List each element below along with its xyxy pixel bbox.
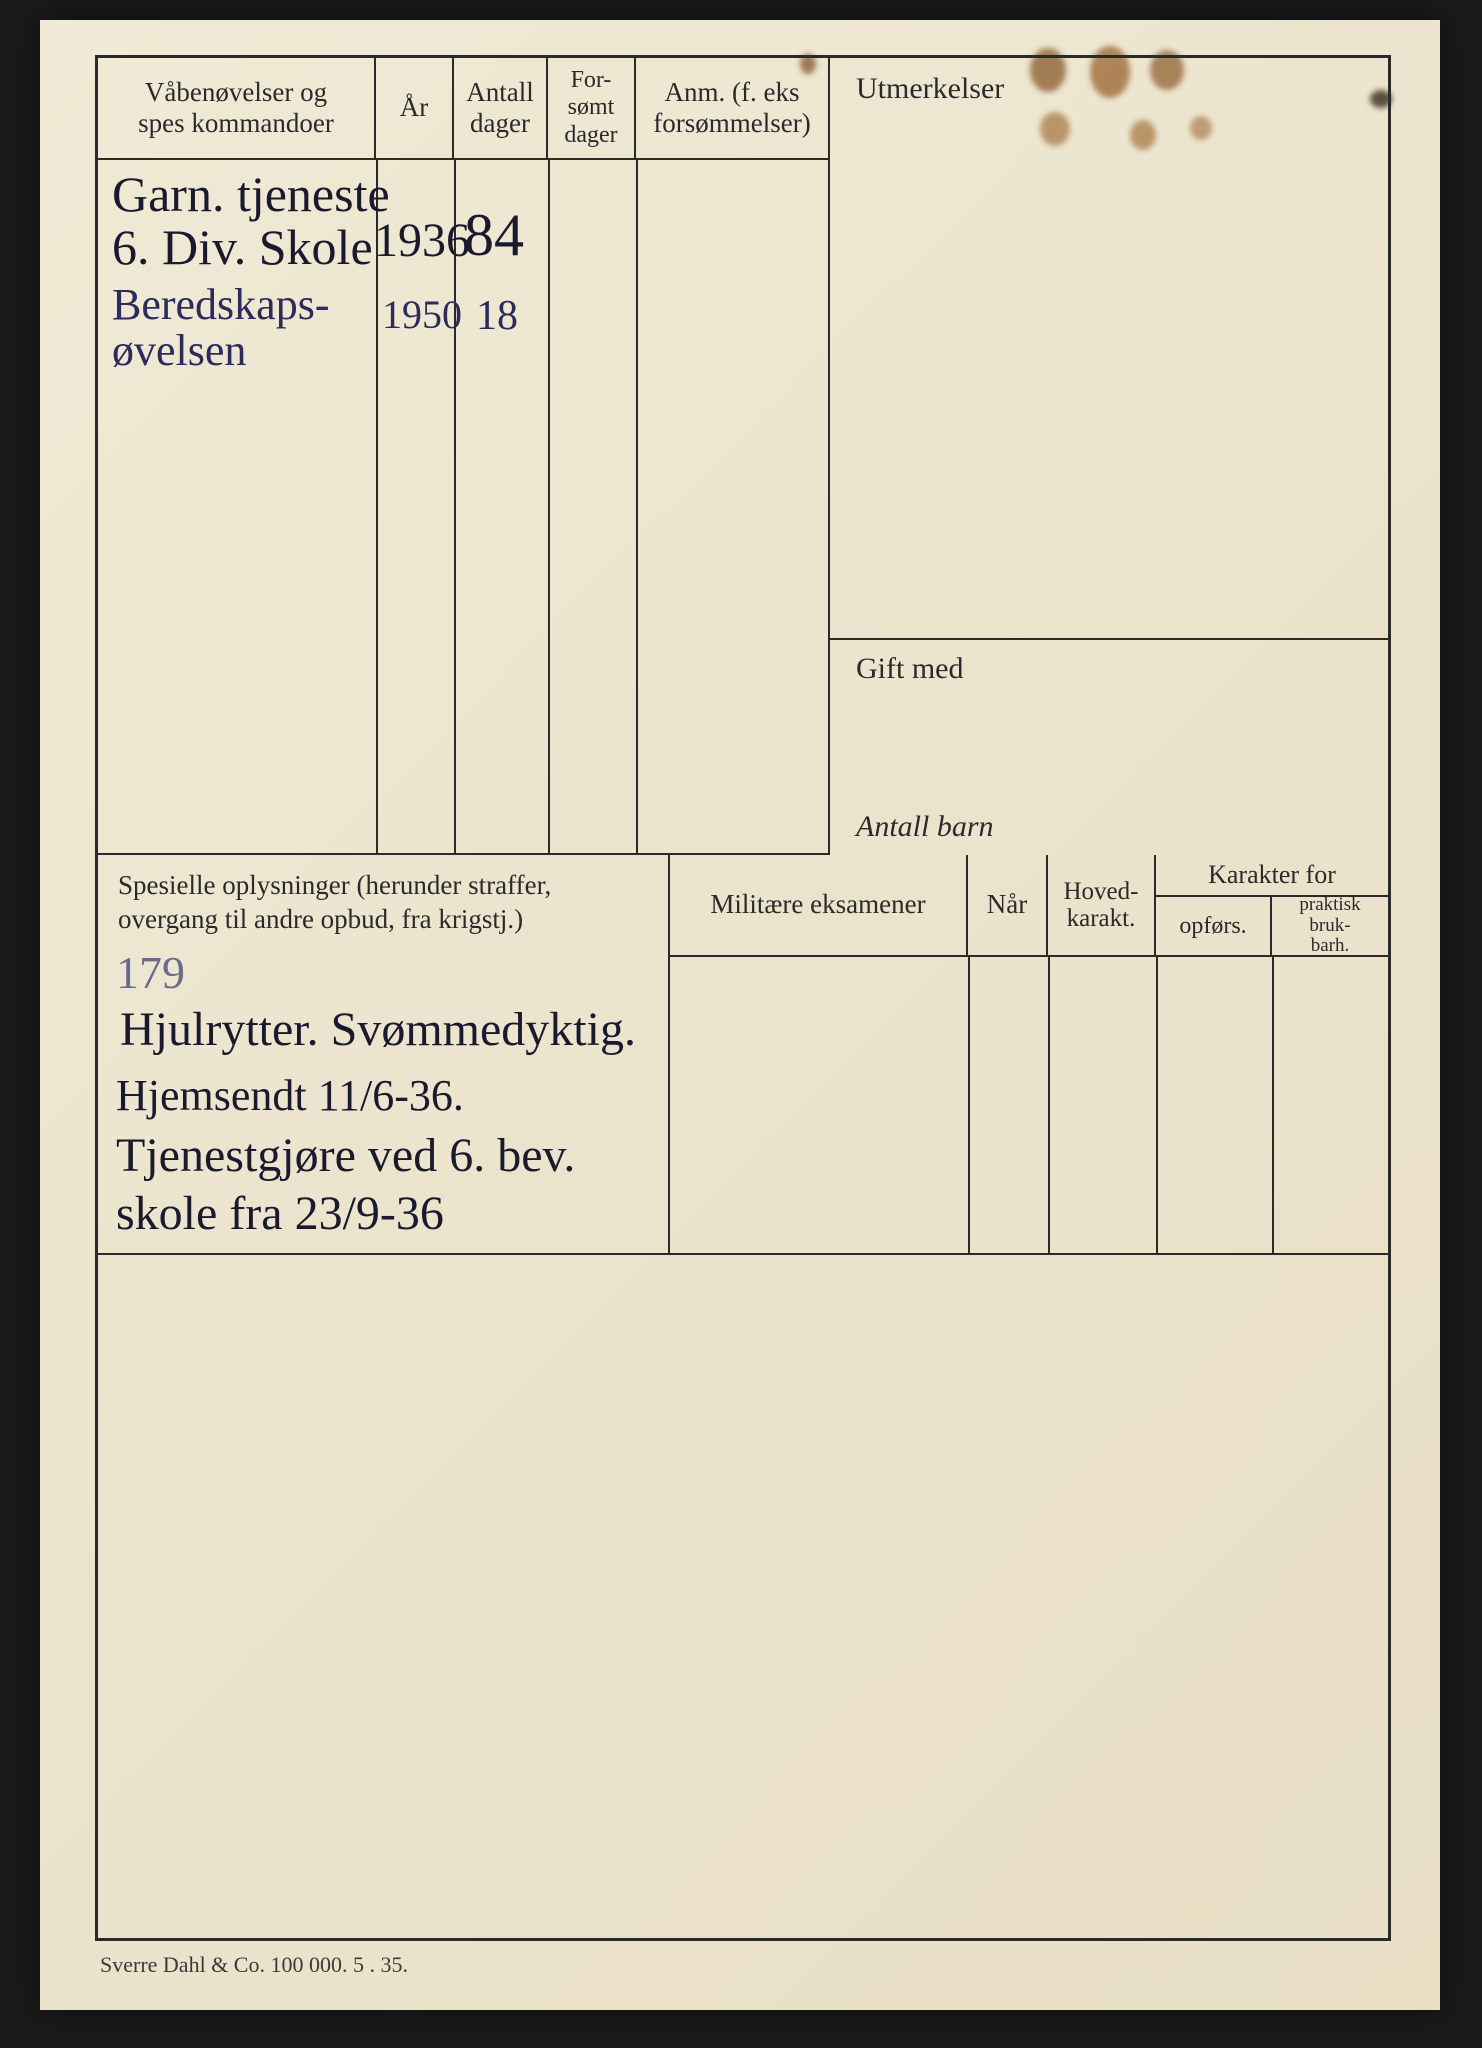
hand-line-3: Tjenestgjøre ved 6. bev.: [116, 1131, 575, 1181]
distinctions-box: Utmerkelser: [830, 58, 1388, 640]
hand-row1-year: 1936: [374, 216, 470, 266]
hand-row1-text: Garn. tjeneste 6. Div. Skole: [112, 168, 390, 273]
th-exercises: Våbenøvelser og spes kommandoer: [98, 58, 376, 158]
hand-row1-days: 84: [464, 204, 524, 267]
mth-group: Karakter for: [1156, 855, 1388, 897]
hand-row2-days: 18: [476, 294, 518, 338]
military-exams-table: Militære eksamener Når Hoved- karakt. Ka…: [670, 855, 1388, 1253]
th-missed: For- sømt dager: [548, 58, 636, 158]
mth-exams: Militære eksamener: [670, 855, 968, 955]
th-remarks: Anm. (f. eks forsømmelser): [636, 58, 828, 158]
hand-line-1: Hjulrytter. Svømmedyktig.: [120, 1005, 636, 1055]
top-section: Våbenøvelser og spes kommandoer År Antal…: [98, 58, 1388, 853]
exercises-table: Våbenøvelser og spes kommandoer År Antal…: [98, 58, 830, 855]
form-frame: Våbenøvelser og spes kommandoer År Antal…: [95, 55, 1391, 1941]
mth-opfors: opførs.: [1156, 897, 1272, 955]
mil-body: [670, 955, 1388, 1253]
right-column: Utmerkelser Gift med Antall barn: [830, 58, 1388, 853]
printer-footer: Sverre Dahl & Co. 100 000. 5 . 35.: [100, 1952, 408, 1978]
middle-section: Spesielle oplysninger (herunder straffer…: [98, 855, 1388, 1255]
mth-praktisk: praktisk bruk- barh.: [1272, 897, 1388, 955]
mth-when: Når: [968, 855, 1048, 955]
hand-row2-text: Beredskaps- øvelsen: [112, 282, 330, 374]
hand-line-2: Hjemsendt 11/6-36.: [116, 1073, 464, 1119]
marriage-label: Gift med: [856, 652, 963, 686]
special-info-header: Spesielle oplysninger (herunder straffer…: [118, 869, 648, 937]
th-days: Antall dager: [454, 58, 548, 158]
children-label: Antall barn: [856, 810, 994, 844]
marriage-box: Gift med Antall barn: [830, 640, 1388, 853]
th-year: År: [376, 58, 454, 158]
scanned-card: Våbenøvelser og spes kommandoer År Antal…: [40, 20, 1440, 2010]
special-info-box: Spesielle oplysninger (herunder straffer…: [98, 855, 670, 1253]
exercises-header-row: Våbenøvelser og spes kommandoer År Antal…: [98, 58, 828, 160]
exercises-body: Garn. tjeneste 6. Div. Skole 1936 84 Ber…: [98, 160, 828, 855]
distinctions-label: Utmerkelser: [856, 72, 1004, 106]
hand-line-4: skole fra 23/9-36: [116, 1189, 444, 1239]
hand-row2-year: 1950: [382, 294, 462, 336]
military-exams-header: Militære eksamener Når Hoved- karakt. Ka…: [670, 855, 1388, 957]
mth-grade: Hoved- karakt.: [1048, 855, 1156, 955]
hand-179: 179: [116, 949, 185, 997]
